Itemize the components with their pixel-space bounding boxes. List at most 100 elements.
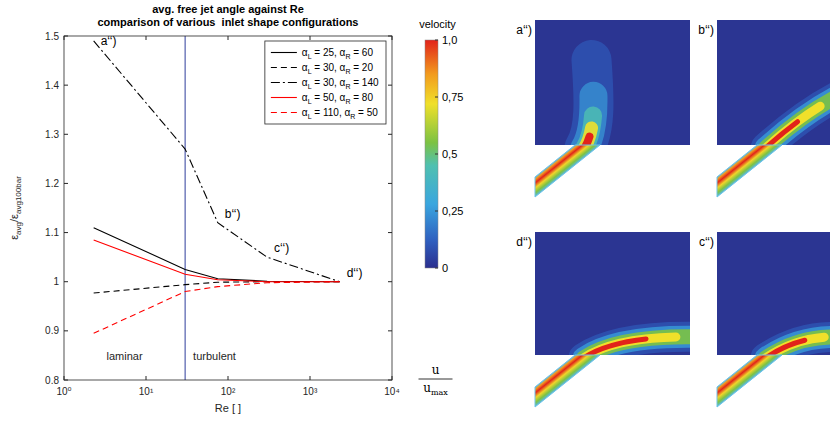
jet-layer bbox=[585, 60, 594, 145]
legend: αL = 25, αR = 60 αL = 30, αR = 20 αL = 30,… bbox=[265, 41, 386, 124]
legend-box bbox=[265, 41, 386, 124]
series-line bbox=[94, 282, 340, 293]
x-tick bbox=[310, 376, 311, 380]
x-tick bbox=[228, 36, 229, 40]
x-axis-title: Re [ ] bbox=[215, 402, 241, 414]
jet-layer bbox=[766, 95, 831, 145]
legend-label: αL = 50, αR = 80 bbox=[302, 92, 374, 105]
x-tick-label: 10⁰ bbox=[56, 386, 71, 397]
y-tick bbox=[64, 134, 68, 135]
colorbar-label-denominator: umax bbox=[423, 381, 448, 397]
panel-label: a‘‘) bbox=[516, 23, 532, 37]
x-tick bbox=[146, 36, 147, 40]
regime-label: laminar bbox=[107, 350, 143, 362]
x-tick bbox=[228, 376, 229, 380]
x-tick-label: 10² bbox=[221, 386, 236, 397]
colorbar bbox=[425, 40, 438, 268]
series-line bbox=[94, 240, 340, 282]
y-tick bbox=[64, 281, 68, 282]
colorbar-tick-label: 0,75 bbox=[442, 91, 463, 103]
legend-swatch bbox=[271, 52, 297, 53]
colorbar-tick-label: 0,5 bbox=[442, 148, 457, 160]
x-tick bbox=[310, 36, 311, 40]
text-part: = 50, α bbox=[312, 92, 346, 103]
y-tick bbox=[64, 183, 68, 184]
jet-layer bbox=[766, 337, 831, 355]
y-tick-label: 1.3 bbox=[45, 129, 59, 140]
y-tick bbox=[388, 232, 392, 233]
legend-label: αL = 110, αR = 50 bbox=[302, 107, 378, 120]
inlet-channel bbox=[535, 355, 600, 407]
plot-marks bbox=[94, 36, 340, 380]
x-tick-label: 10⁴ bbox=[384, 386, 399, 397]
legend-label: αL = 30, αR = 20 bbox=[302, 62, 374, 75]
inlet-channel bbox=[717, 355, 782, 407]
jet-layer bbox=[766, 337, 831, 355]
simulation-panel bbox=[535, 20, 690, 197]
colorbar-title: velocity bbox=[419, 18, 456, 30]
y-tick bbox=[64, 330, 68, 331]
y-tick-label: 1.2 bbox=[45, 178, 59, 189]
legend-swatch bbox=[271, 97, 297, 98]
y-tick bbox=[64, 232, 68, 233]
y-tick-label: 0.8 bbox=[45, 375, 59, 386]
point-label: a‘‘) bbox=[101, 34, 117, 48]
jet-layer bbox=[766, 95, 831, 145]
jet-layer bbox=[584, 337, 691, 355]
colorbar-tick bbox=[435, 268, 438, 269]
text-part: = 60 bbox=[350, 47, 373, 58]
inlet-channel bbox=[717, 145, 782, 197]
jet bbox=[584, 337, 691, 355]
simulation-panel bbox=[717, 232, 833, 407]
subscript: max bbox=[431, 388, 448, 397]
subscript: avg bbox=[14, 222, 23, 235]
y-tick bbox=[388, 183, 392, 184]
jet-layer bbox=[766, 337, 831, 355]
text-part: = 50 bbox=[355, 107, 378, 118]
colorbar-tick bbox=[435, 40, 438, 41]
colorbar-tick bbox=[435, 154, 438, 155]
series-line bbox=[94, 228, 340, 282]
jet-layer bbox=[584, 337, 691, 355]
legend-label: αL = 30, αR = 140 bbox=[302, 77, 379, 90]
x-tick-label: 10³ bbox=[303, 386, 318, 397]
legend-label: αL = 25, αR = 60 bbox=[302, 47, 374, 60]
jet-layer bbox=[585, 60, 594, 145]
plot-frame bbox=[64, 36, 392, 380]
jet-layer bbox=[585, 60, 594, 145]
text-part: = 25, α bbox=[312, 47, 346, 58]
y-tick-label: 1.1 bbox=[45, 227, 59, 238]
panel-label: b‘‘) bbox=[698, 23, 714, 37]
y-tick bbox=[64, 85, 68, 86]
series-line bbox=[94, 41, 340, 282]
text-part: = 110, α bbox=[312, 107, 351, 118]
subscript: avg100bar bbox=[14, 176, 23, 214]
colorbar-tick-label: 0 bbox=[442, 262, 448, 274]
y-tick-label: 0.9 bbox=[45, 325, 59, 336]
jet bbox=[766, 95, 831, 145]
jet-layer bbox=[584, 337, 691, 355]
text-part: /ε bbox=[8, 214, 20, 222]
y-tick bbox=[388, 85, 392, 86]
text-part: = 20 bbox=[350, 62, 373, 73]
colorbar-tick bbox=[435, 97, 438, 98]
jet-layer bbox=[766, 95, 831, 145]
series-line bbox=[94, 282, 340, 334]
text-part: = 80 bbox=[350, 92, 373, 103]
text-part: = 140 bbox=[350, 77, 379, 88]
regime-label: turbulent bbox=[193, 350, 236, 362]
text-part: = 30, α bbox=[312, 62, 346, 73]
legend-swatch bbox=[271, 82, 297, 83]
jet bbox=[766, 337, 831, 355]
colorbar-tick-label: 1,0 bbox=[442, 34, 457, 46]
jet-layer bbox=[585, 60, 594, 145]
legend-swatch bbox=[271, 112, 297, 113]
panel-label: c‘‘) bbox=[699, 235, 714, 249]
simulation-panel bbox=[717, 20, 833, 197]
y-tick-label: 1.4 bbox=[45, 80, 59, 91]
jet-layer bbox=[584, 337, 691, 355]
point-label: d‘‘) bbox=[347, 266, 363, 280]
colorbar-tick-label: 0,25 bbox=[442, 205, 463, 217]
simulation-panel bbox=[535, 232, 700, 407]
legend-swatch bbox=[271, 67, 297, 68]
